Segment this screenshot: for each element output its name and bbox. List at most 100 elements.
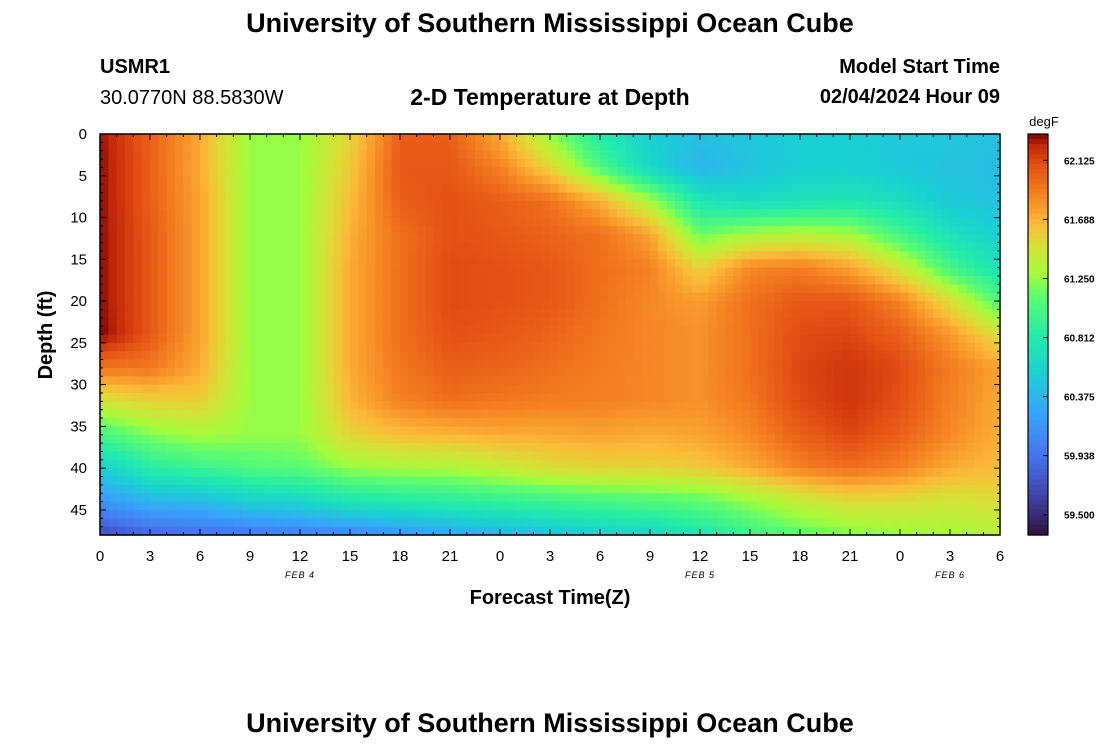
heatmap-cell — [458, 192, 468, 202]
heatmap-cell — [691, 217, 701, 227]
heatmap-cell — [291, 242, 301, 252]
heatmap-cell — [925, 175, 934, 185]
heatmap-cell — [441, 501, 451, 511]
heatmap-cell — [333, 418, 343, 427]
heatmap-cell — [991, 409, 1001, 419]
heatmap-cell — [183, 317, 193, 327]
heatmap-cell — [608, 209, 618, 219]
heatmap-cell — [408, 234, 418, 244]
heatmap-cell — [508, 392, 518, 402]
heatmap-cell — [866, 167, 876, 177]
heatmap-cell — [766, 242, 776, 252]
heatmap-cell — [325, 184, 334, 194]
heatmap-cell — [750, 476, 759, 486]
heatmap-cell — [175, 142, 184, 152]
heatmap-cell — [950, 434, 959, 444]
heatmap-cell — [958, 250, 968, 260]
heatmap-cell — [833, 376, 843, 386]
heatmap-cell — [966, 150, 976, 160]
heatmap-cell — [400, 217, 409, 227]
heatmap-cell — [233, 518, 243, 528]
heatmap-cell — [316, 509, 326, 519]
heatmap-cell — [675, 376, 684, 386]
heatmap-cell — [458, 301, 468, 311]
heatmap-cell — [958, 284, 968, 294]
heatmap-cell — [208, 342, 218, 352]
heatmap-cell — [558, 326, 568, 336]
heatmap-cell — [666, 242, 676, 252]
heatmap-cell — [983, 443, 993, 453]
heatmap-cell — [575, 376, 584, 386]
heatmap-cell — [333, 376, 343, 386]
heatmap-cell — [733, 509, 743, 519]
heatmap-cell — [625, 292, 634, 302]
heatmap-cell — [908, 401, 918, 411]
heatmap-cell — [733, 459, 743, 469]
heatmap-cell — [975, 409, 984, 419]
heatmap-cell — [475, 276, 484, 285]
heatmap-cell — [658, 184, 668, 194]
heatmap-cell — [858, 159, 868, 169]
heatmap-cell — [441, 443, 451, 453]
heatmap-cell — [658, 409, 668, 419]
heatmap-cell — [341, 509, 351, 519]
heatmap-cell — [200, 259, 209, 269]
heatmap-cell — [175, 459, 184, 469]
heatmap-cell — [325, 167, 334, 177]
heatmap-cell — [525, 342, 534, 352]
heatmap-cell — [800, 284, 809, 294]
heatmap-cell — [400, 384, 409, 394]
heatmap-cell — [316, 501, 326, 511]
heatmap-cell — [700, 434, 709, 444]
heatmap-cell — [241, 309, 251, 319]
heatmap-cell — [308, 418, 318, 427]
heatmap-cell — [816, 334, 826, 344]
heatmap-cell — [600, 418, 609, 427]
heatmap-cell — [525, 509, 534, 519]
heatmap-cell — [850, 175, 859, 185]
heatmap-cell — [625, 451, 634, 461]
heatmap-cell — [850, 401, 859, 411]
heatmap-cell — [458, 426, 468, 436]
heatmap-cell — [475, 384, 484, 394]
heatmap-cell — [816, 493, 826, 503]
heatmap-cell — [808, 175, 818, 185]
heatmap-cell — [266, 501, 276, 511]
heatmap-cell — [158, 317, 168, 327]
heatmap-cell — [708, 434, 718, 444]
heatmap-cell — [533, 184, 543, 194]
heatmap-cell — [483, 359, 493, 369]
heatmap-cell — [641, 175, 651, 185]
heatmap-cell — [841, 217, 851, 227]
heatmap-cell — [566, 418, 576, 427]
heatmap-cell — [550, 509, 559, 519]
heatmap-cell — [300, 150, 309, 160]
heatmap-cell — [366, 309, 376, 319]
heatmap-cell — [783, 493, 793, 503]
heatmap-cell — [991, 468, 1001, 478]
heatmap-cell — [150, 334, 159, 344]
heatmap-cell — [600, 192, 609, 202]
heatmap-cell — [491, 409, 501, 419]
heatmap-cell — [158, 184, 168, 194]
heatmap-cell — [541, 459, 551, 469]
heatmap-cell — [341, 459, 351, 469]
heatmap-cell — [691, 142, 701, 152]
heatmap-cell — [741, 234, 751, 244]
heatmap-cell — [400, 418, 409, 427]
heatmap-cell — [658, 309, 668, 319]
heatmap-cell — [516, 242, 526, 252]
heatmap-cell — [858, 317, 868, 327]
heatmap-cell — [425, 376, 434, 386]
heatmap-cell — [541, 134, 551, 143]
heatmap-cell — [166, 509, 176, 519]
heatmap-cell — [208, 175, 218, 185]
heatmap-cell — [891, 192, 901, 202]
heatmap-cell — [625, 493, 634, 503]
heatmap-cell — [325, 476, 334, 486]
heatmap-cell — [641, 134, 651, 143]
heatmap-cell — [266, 217, 276, 227]
heatmap-cell — [983, 509, 993, 519]
heatmap-cell — [308, 443, 318, 453]
heatmap-cell — [408, 401, 418, 411]
